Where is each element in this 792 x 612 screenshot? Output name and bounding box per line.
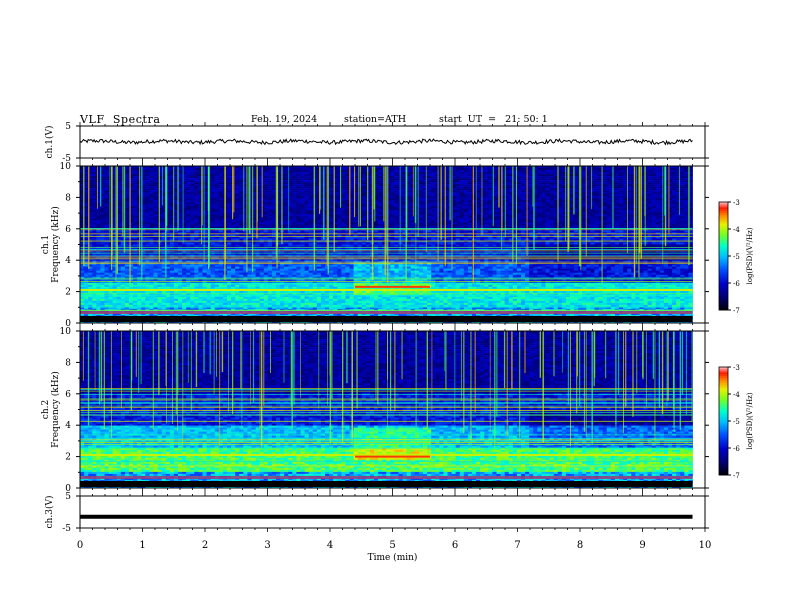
x-tick-label: 9 [639,540,645,551]
spectrogram-ch1-ytick-label: 8 [65,193,71,203]
spectrogram-ch1-colorbar-label: log(PSD)(V²/Hz) [746,227,754,284]
spectrogram-ch1-colorbar-tick-label: -3 [733,199,740,207]
spectrogram-ch1-colorbar-tick-label: -4 [733,226,740,234]
waveform-ch3-ytick-label: -5 [62,524,71,534]
x-axis-label: Time (min) [368,552,418,563]
spectrogram-ch1-ylabel-channel: ch.1 [41,235,51,254]
spectrogram-ch2-low-band [80,476,693,479]
spectrogram-ch2-ylabel-frequency: Frequency (kHz) [50,371,61,448]
x-tick-label: 5 [389,540,395,551]
spectrogram-ch1-ylabel-frequency: Frequency (kHz) [50,206,61,283]
x-tick-label: 1 [139,540,145,551]
spectrogram-ch1-ytick-label: 10 [60,162,72,172]
x-tick-label: 3 [264,540,270,551]
spectrogram-ch2-cells [80,331,693,488]
spectrogram-ch1-ytick-label: 4 [65,256,71,266]
x-tick-label: 7 [514,540,520,551]
spectrogram-ch2-ytick-label: 4 [65,421,71,431]
x-tick-label: 8 [577,540,583,551]
waveform-ch3-frame [80,496,705,528]
spectrogram-ch2-colorbar-label: log(PSD)(V²/Hz) [746,392,754,449]
spectrogram-ch1-zero-band [80,316,693,322]
spectrogram-ch1-colorbar-tick-label: -6 [733,280,740,288]
spectrogram-ch2-colorbar-tick-label: -4 [733,391,740,399]
x-tick-label: 6 [452,540,458,551]
x-tick-label: 10 [699,540,712,551]
spectrogram-ch2-ytick-label: 2 [65,453,71,463]
spectrogram-ch2-colorbar-tick-label: -5 [733,418,740,426]
spectrogram-ch1-ytick-label: 2 [65,288,71,298]
spectrogram-ch2-colorbar-tick-label: -3 [733,364,740,372]
waveform-ch1-ylabel: ch.1(V) [44,126,55,159]
spectrogram-ch2-zero-band [80,481,693,487]
waveform-ch1-trace [80,139,693,144]
waveform-ch1-ytick-label: 5 [65,122,71,132]
x-tick-label: 2 [202,540,208,551]
spectrogram-ch2-ytick-label: 8 [65,358,71,368]
x-tick-label: 0 [77,540,83,551]
spectrogram-ch1-colorbar-tick-label: -7 [733,307,740,315]
spectrogram-ch1-ytick-label: 6 [65,225,71,235]
spectrogram-ch2-ytick-label: 10 [60,327,72,337]
waveform-ch3-ylabel: ch.3(V) [44,496,55,529]
x-tick-label: 4 [327,540,333,551]
spectrogram-ch1-colorbar-tick-label: -5 [733,253,740,261]
spectrogram-ch2-colorbar-tick-label: -6 [733,445,740,453]
waveform-ch3-ytick-label: 5 [65,492,71,502]
spectrogram-ch2-ytick-label: 6 [65,390,71,400]
spectrogram-ch1-low-band [80,311,693,314]
spectrogram-ch2-colorbar-tick-label: -7 [733,472,740,480]
spectrogram-ch2-ylabel-channel: ch.2 [41,400,51,419]
